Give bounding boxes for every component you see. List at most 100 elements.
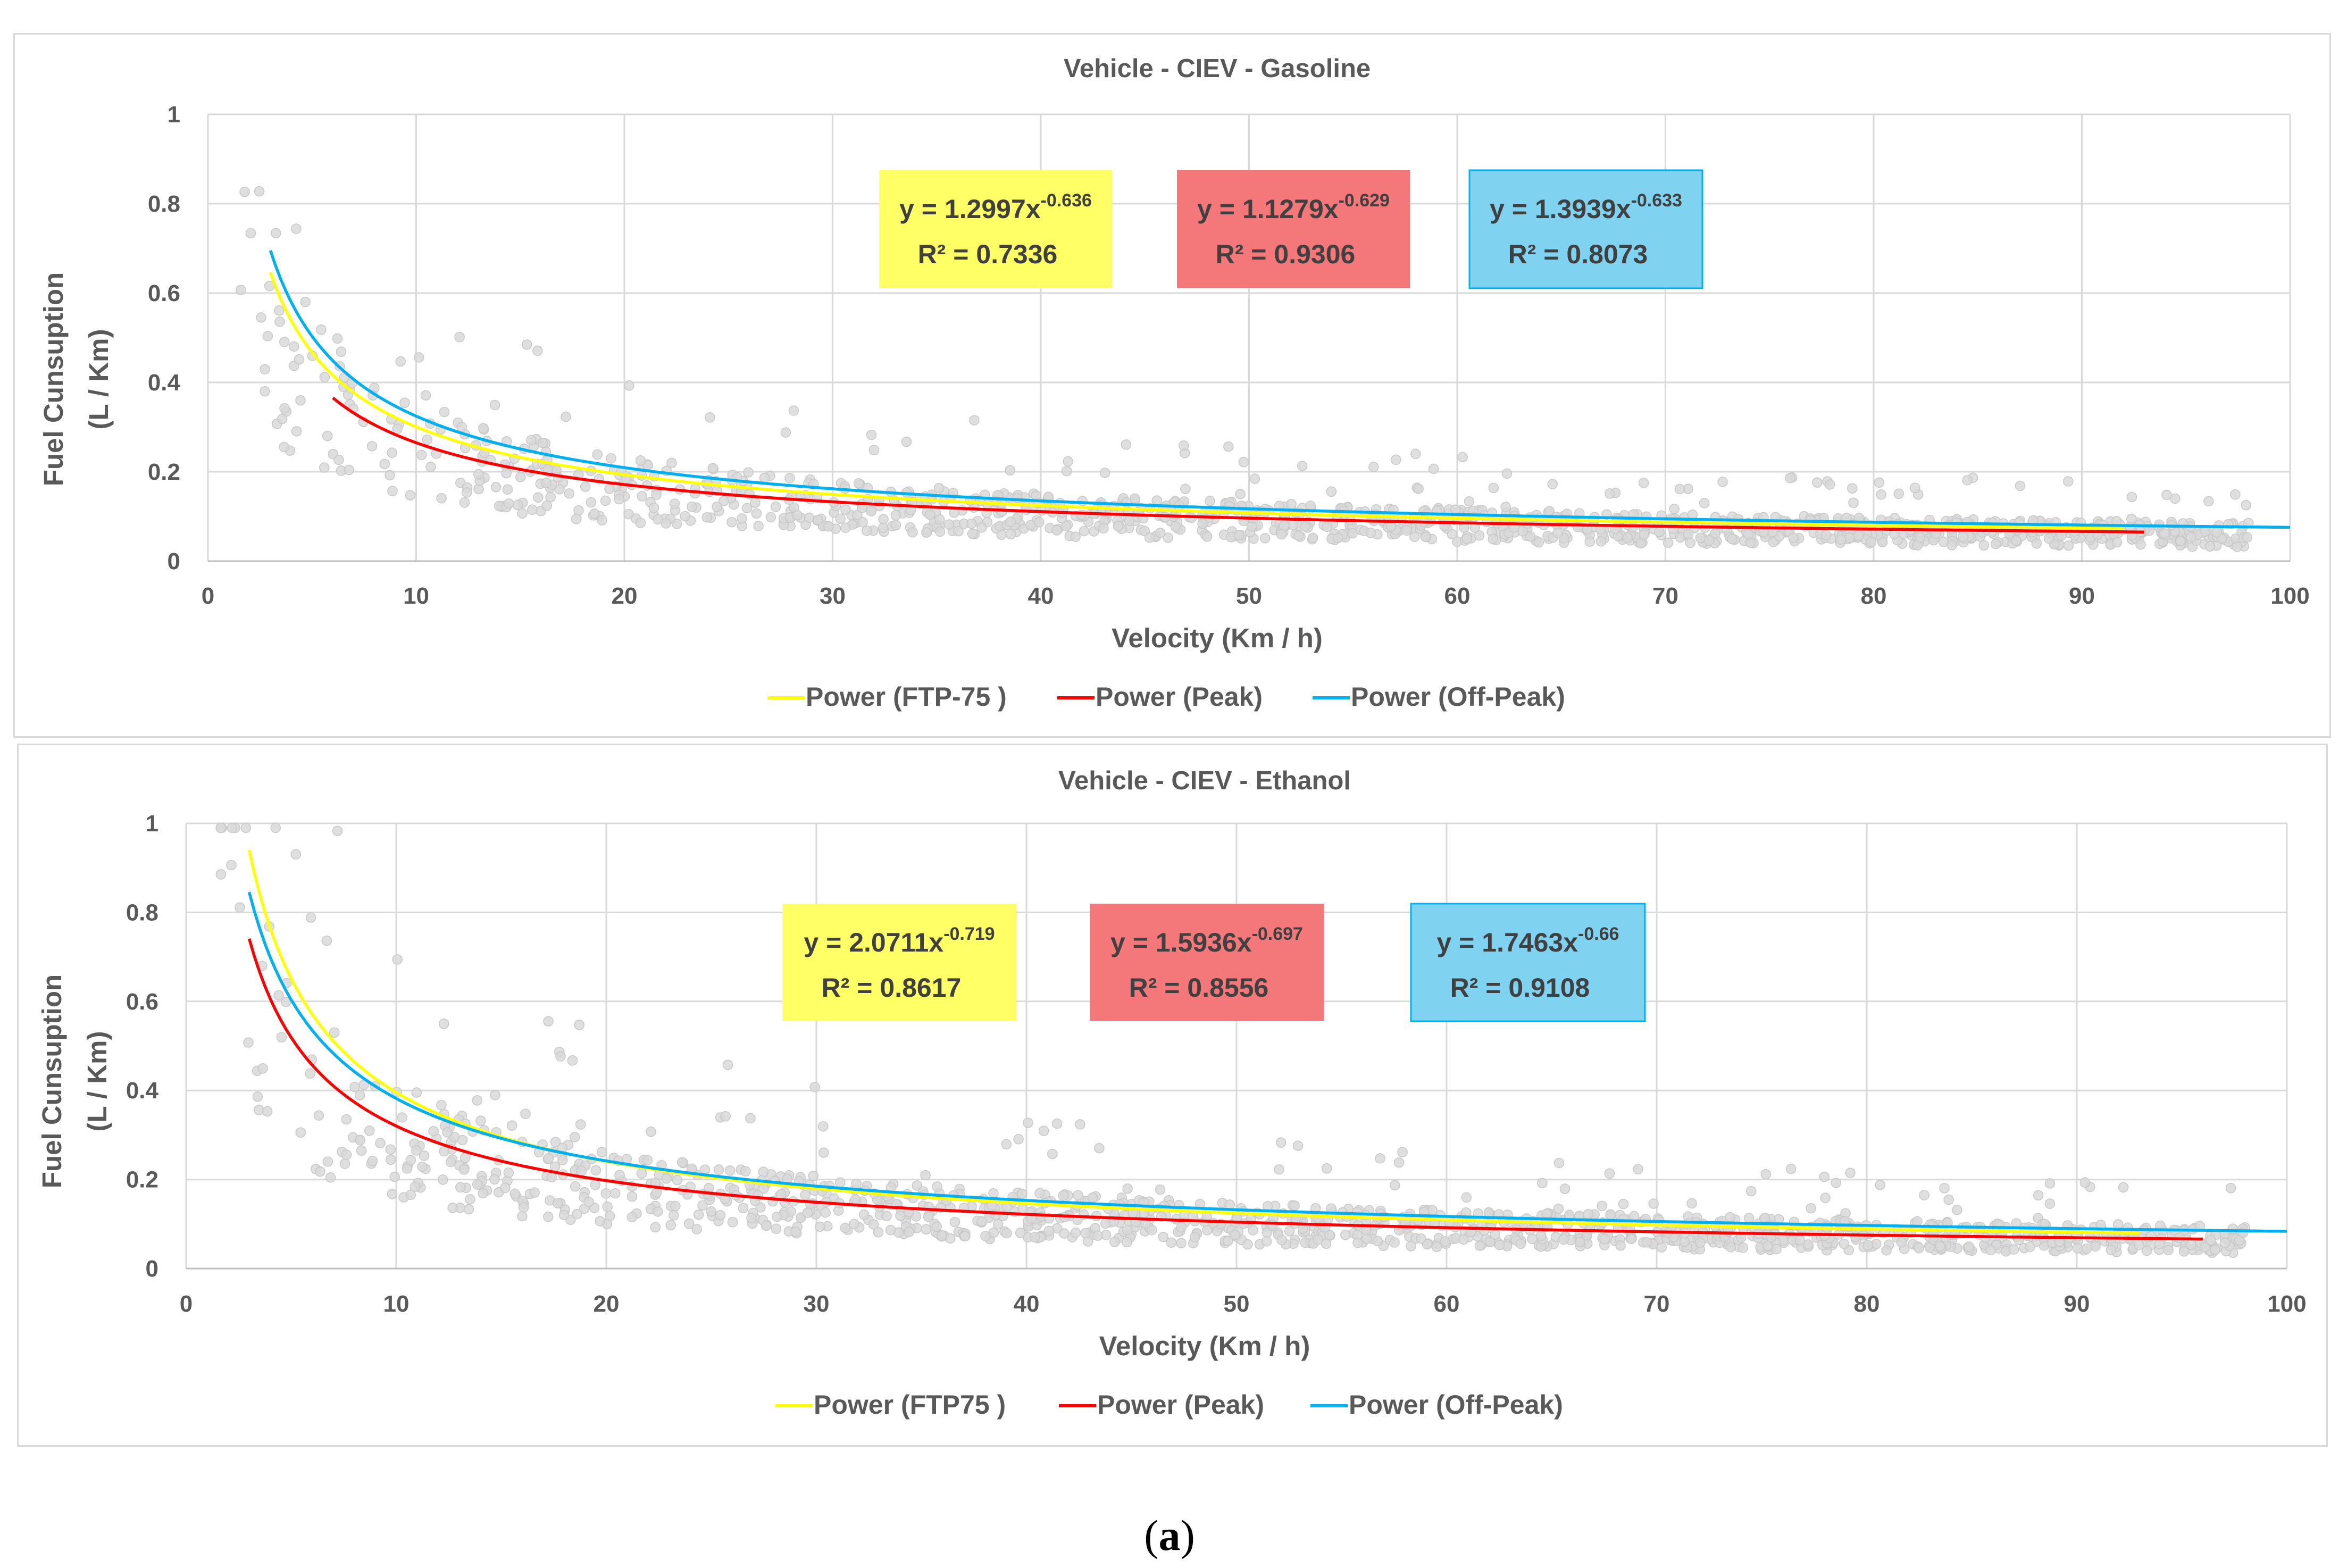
scatter-point	[465, 1194, 475, 1205]
scatter-point	[1299, 521, 1310, 532]
scatter-point	[868, 445, 880, 455]
scatter-point	[2161, 489, 2172, 501]
scatter-point	[1500, 502, 1511, 512]
scatter-point	[1674, 483, 1685, 495]
scatter-point	[988, 1188, 999, 1199]
scatter-point	[260, 364, 270, 374]
scatter-point	[795, 1212, 806, 1223]
scatter-point	[1534, 513, 1545, 523]
x-tick-label: 90	[2064, 1291, 2090, 1317]
scatter-point	[1831, 1178, 1841, 1188]
scatter-point	[1389, 1180, 1400, 1191]
scatter-point	[1743, 529, 1754, 540]
scatter-point	[399, 397, 410, 408]
scatter-point	[770, 502, 781, 512]
scatter-point	[1875, 1180, 1886, 1190]
x-tick-label: 100	[2270, 583, 2309, 609]
scatter-point	[813, 515, 823, 526]
scatter-point	[1862, 1240, 1874, 1250]
scatter-point	[436, 1099, 447, 1111]
scatter-point	[1785, 473, 1795, 483]
scatter-point	[2025, 1241, 2035, 1252]
scatter-point	[457, 1135, 468, 1146]
scatter-point	[1743, 1213, 1755, 1223]
scatter-point	[1635, 538, 1646, 549]
y-tick-label: 0	[146, 1256, 158, 1282]
scatter-point	[1249, 473, 1260, 484]
scatter-point	[397, 1112, 407, 1123]
scatter-point	[517, 508, 528, 519]
scatter-point	[1190, 1232, 1200, 1242]
trend-equation: y = 1.7463x-0.66	[1436, 924, 1619, 957]
scatter-point	[1242, 1239, 1253, 1250]
scatter-point	[274, 305, 285, 316]
caption-open: (	[1144, 1511, 1159, 1559]
scatter-point	[1896, 1237, 1907, 1248]
scatter-point	[586, 497, 597, 508]
scatter-point	[1034, 517, 1045, 528]
scatter-points	[215, 822, 2250, 1258]
scatter-point	[1223, 1236, 1233, 1246]
scatter-point	[1124, 515, 1135, 526]
equation-box-bg	[782, 904, 1016, 1021]
scatter-point	[387, 1189, 398, 1199]
scatter-point	[1583, 1208, 1594, 1220]
scatter-point	[1488, 533, 1498, 545]
scatter-point	[1458, 1234, 1469, 1245]
scatter-point	[969, 415, 980, 426]
legend-item-0: Power (FTP-75 )	[767, 682, 1007, 712]
scatter-point	[1176, 1238, 1187, 1248]
scatter-point	[1259, 533, 1271, 544]
scatter-point	[1324, 1230, 1335, 1240]
scatter-point	[289, 341, 299, 352]
scatter-point	[1375, 1153, 1385, 1164]
scatter-point	[590, 1165, 602, 1176]
scatter-point	[1820, 530, 1832, 540]
scatter-point	[1391, 454, 1401, 465]
scatter-point	[235, 285, 246, 295]
scatter-point	[693, 1209, 704, 1220]
scatter-point	[1015, 1227, 1026, 1238]
scatter-point	[329, 1027, 340, 1038]
scatter-point	[490, 482, 502, 493]
scatter-point	[2126, 491, 2137, 503]
scatter-point	[570, 1181, 581, 1192]
scatter-point	[1297, 461, 1308, 471]
scatter-point	[1147, 1224, 1157, 1236]
scatter-point	[576, 1165, 587, 1177]
scatter-point	[529, 1187, 540, 1198]
scatter-point	[1080, 1228, 1091, 1239]
scatter-point	[1762, 1240, 1773, 1252]
scatter-point	[1276, 1235, 1287, 1245]
scatter-point	[2211, 527, 2223, 538]
scatter-point	[1947, 540, 1957, 551]
scatter-point	[680, 511, 690, 522]
scatter-point	[1413, 483, 1424, 494]
scatter-point	[666, 457, 677, 469]
y-tick-label: 0.6	[148, 280, 180, 306]
scatter-point	[1686, 1198, 1697, 1209]
scatter-point	[1812, 477, 1823, 488]
trend-equation: y = 1.3939x-0.633	[1490, 190, 1682, 224]
scatter-point	[1385, 521, 1397, 532]
scatter-point	[1279, 520, 1290, 531]
scatter-point	[316, 324, 327, 335]
scatter-point	[626, 1191, 638, 1202]
scatter-point	[1866, 537, 1877, 547]
scatter-point	[2043, 533, 2054, 544]
scatter-point	[1910, 482, 1920, 494]
scatter-point	[2031, 538, 2042, 549]
scatter-point	[653, 1206, 663, 1217]
scatter-point	[227, 822, 238, 833]
scatter-point	[355, 1135, 365, 1146]
scatter-point	[1062, 465, 1072, 477]
scatter-point	[1321, 1238, 1332, 1249]
scatter-point	[751, 508, 762, 519]
scatter-point	[300, 297, 311, 307]
scatter-point	[691, 1224, 702, 1235]
scatter-point	[436, 493, 447, 504]
scatter-point	[1122, 1237, 1132, 1248]
scatter-point	[1307, 532, 1318, 544]
scatter-point	[943, 519, 955, 530]
scatter-point	[583, 1196, 594, 1207]
